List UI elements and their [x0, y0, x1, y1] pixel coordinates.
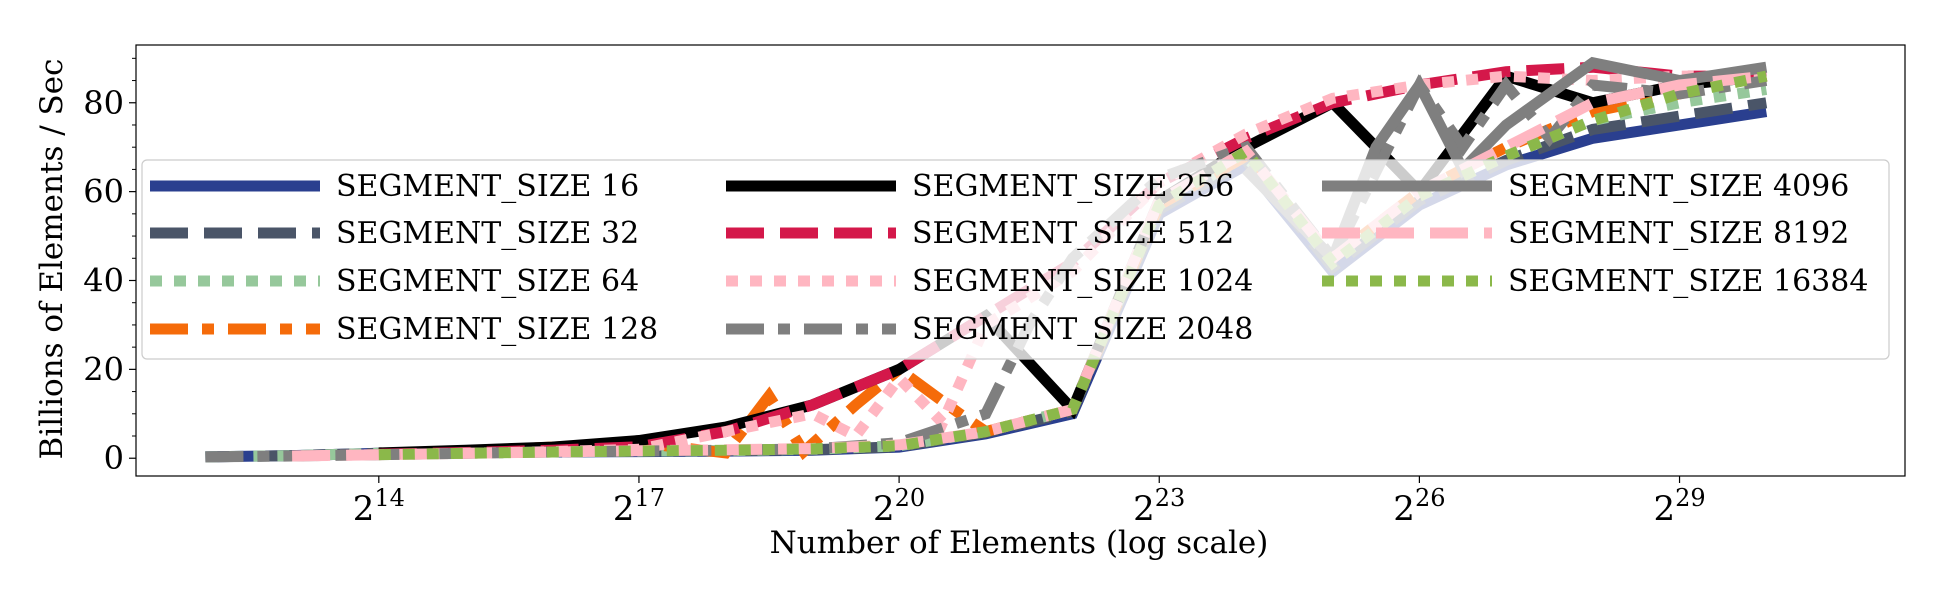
x-tick-label: 226: [1393, 484, 1445, 529]
series-11: [378, 70, 1768, 461]
x-tick-label: 229: [1653, 484, 1705, 529]
x-tick-label: 214: [353, 484, 405, 529]
legend-label: SEGMENT_SIZE 16: [336, 169, 639, 204]
x-tick-label: 220: [873, 484, 925, 529]
x-tick-label: 223: [1133, 484, 1185, 529]
legend-item: SEGMENT_SIZE 16: [150, 169, 639, 204]
y-tick-label: 80: [83, 84, 124, 122]
plot-frame: [135, 44, 1906, 477]
legend-label: SEGMENT_SIZE 32: [336, 216, 639, 251]
series-line-11: [378, 70, 1768, 461]
y-tick-label: 60: [83, 173, 124, 211]
y-axis-label: Billions of Elements / Sec: [34, 59, 70, 460]
legend-item: SEGMENT_SIZE 256: [726, 169, 1234, 204]
legend-item: SEGMENT_SIZE 64: [150, 264, 639, 299]
legend-item: SEGMENT_SIZE 1024: [726, 264, 1253, 299]
legend-label: SEGMENT_SIZE 256: [912, 169, 1234, 204]
legend-item: SEGMENT_SIZE 512: [726, 216, 1234, 251]
legend-item: SEGMENT_SIZE 8192: [1322, 216, 1849, 251]
legend-item: SEGMENT_SIZE 2048: [726, 312, 1253, 347]
y-tick-label: 0: [104, 439, 124, 477]
legend-label: SEGMENT_SIZE 1024: [912, 264, 1253, 299]
x-axis-label: Number of Elements (log scale): [770, 525, 1269, 561]
legend: SEGMENT_SIZE 16 SEGMENT_SIZE 32 SEGMENT_SI…: [141, 159, 1890, 360]
legend-item: SEGMENT_SIZE 128: [150, 312, 658, 347]
axes-layer: 0 20 40 60 80 214 217 220 223 226 229: [83, 44, 1906, 529]
legend-label: SEGMENT_SIZE 2048: [912, 312, 1253, 347]
legend-label: SEGMENT_SIZE 8192: [1508, 216, 1849, 251]
y-tick-label: 40: [83, 261, 124, 299]
legend-label: SEGMENT_SIZE 16384: [1508, 264, 1868, 299]
y-tick-label: 20: [83, 350, 124, 388]
legend-label: SEGMENT_SIZE 4096: [1508, 169, 1849, 204]
legend-box: [141, 159, 1890, 360]
legend-label: SEGMENT_SIZE 64: [336, 264, 639, 299]
legend-item: SEGMENT_SIZE 16384: [1322, 264, 1868, 299]
legend-item: SEGMENT_SIZE 32: [150, 216, 639, 251]
legend-item: SEGMENT_SIZE 4096: [1322, 169, 1849, 204]
x-tick-label: 217: [613, 484, 665, 529]
legend-label: SEGMENT_SIZE 512: [912, 216, 1234, 251]
legend-label: SEGMENT_SIZE 128: [336, 312, 658, 347]
